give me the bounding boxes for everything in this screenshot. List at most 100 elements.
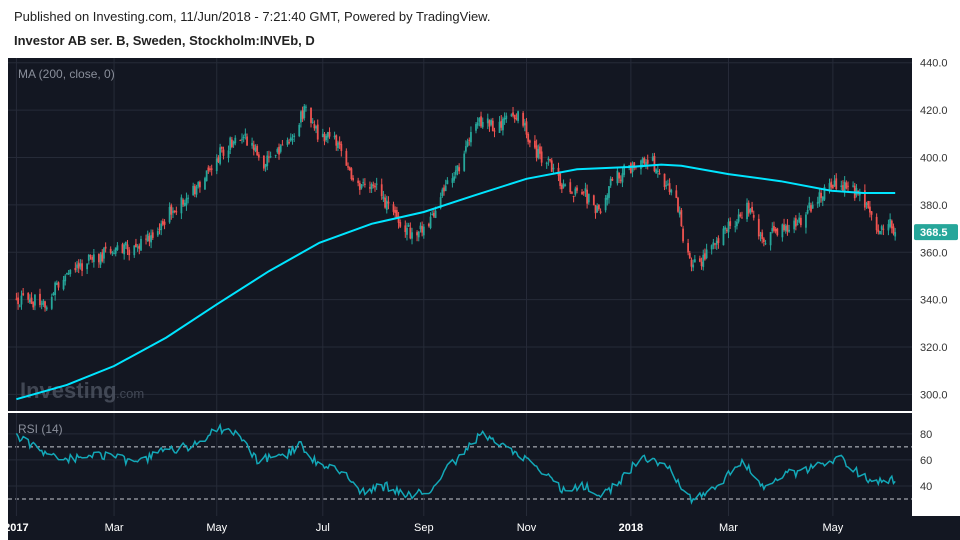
candle-body [395, 210, 398, 218]
candle-body [325, 135, 328, 140]
candle-body [427, 224, 430, 226]
candle-body [528, 140, 531, 143]
time-axis-background [8, 516, 960, 540]
time-axis[interactable]: 2017 Mar May Jul Sep Nov 2018 Mar May [4, 522, 844, 534]
candle-body [658, 172, 661, 175]
candle-body [433, 212, 435, 217]
symbol-title: Investor AB ser. B, Sweden, Stockholm:IN… [14, 33, 315, 48]
candle-body [889, 219, 892, 227]
candle-body [458, 167, 461, 172]
candle-body [298, 124, 301, 137]
candle-body [863, 190, 866, 208]
candle-body [66, 273, 68, 275]
candle-body [310, 107, 312, 123]
candle-body [77, 262, 80, 269]
candle-body [230, 139, 233, 147]
candle-body [357, 180, 360, 183]
last-price-tag: 368.5 [914, 224, 958, 241]
candle-body [27, 293, 30, 300]
candle-body [882, 228, 885, 230]
candle-body [252, 144, 255, 150]
candle-body [407, 224, 410, 227]
candle-body [113, 253, 115, 255]
candle-body [584, 188, 587, 192]
candle-body [821, 196, 824, 201]
candle-body [722, 228, 725, 246]
candle-body [560, 184, 563, 190]
candle-body [411, 232, 413, 239]
candle-body [347, 166, 349, 168]
candle-body [262, 155, 265, 169]
candle-body [20, 295, 23, 305]
candle-body [99, 254, 102, 265]
candle-body [293, 135, 296, 138]
candle-body [185, 198, 188, 206]
candle-body [736, 221, 738, 227]
candle-body [547, 158, 550, 160]
candle-body [416, 232, 418, 236]
candle-body [747, 202, 750, 214]
candle-body [464, 146, 467, 152]
price-tick-label: 420.0 [920, 105, 948, 117]
candle-body [781, 224, 784, 238]
candle-body [417, 231, 420, 238]
candle-body [160, 223, 163, 231]
rsi-axis[interactable]: 40 60 80 [920, 429, 932, 493]
candle-body [523, 123, 526, 126]
candle-body [835, 178, 838, 190]
candle-body [207, 167, 210, 171]
price-axis[interactable]: 300.0 320.0 340.0 360.0 380.0 400.0 420.0 440.0 [920, 58, 948, 402]
candle-body [229, 137, 232, 150]
candle-body [486, 118, 489, 124]
candles [15, 104, 897, 312]
candle-body [653, 155, 656, 172]
candle-body [582, 192, 585, 194]
candle-body [463, 153, 466, 171]
candle-body [288, 142, 291, 144]
candle-body [382, 196, 385, 199]
last-price-tag-box [914, 224, 958, 241]
candle-body [599, 211, 602, 214]
candle-body [692, 264, 695, 268]
candle-body [333, 135, 336, 138]
candle-body [655, 169, 658, 174]
candle-body [91, 256, 94, 260]
candle-body [581, 191, 583, 195]
candle-body [597, 204, 600, 210]
candle-body [441, 189, 444, 197]
candle-body [513, 114, 516, 119]
candle-body [833, 180, 836, 187]
candle-body [705, 249, 708, 259]
last-price-value: 368.5 [920, 227, 948, 239]
candle-body [289, 137, 292, 141]
candle-body [182, 199, 184, 205]
candle-body [138, 245, 141, 249]
candle-body [98, 253, 100, 263]
candle-body [810, 205, 812, 212]
candle-body [103, 248, 105, 259]
candle-body [734, 226, 737, 228]
candle-body [313, 124, 316, 129]
candle-body [665, 185, 668, 187]
candle-body [569, 182, 572, 193]
candle-body [880, 226, 883, 230]
candle-body [429, 216, 432, 229]
rsi-indicator-label: RSI (14) [18, 422, 63, 436]
candle-body [257, 154, 260, 158]
candle-body [892, 226, 895, 234]
candle-body [843, 181, 846, 192]
candle-body [727, 221, 730, 233]
candle-body [392, 204, 395, 212]
candle-body [628, 165, 631, 167]
candle-body [505, 115, 508, 119]
candle-body [796, 224, 799, 226]
candle-body [751, 206, 753, 213]
candle-body [651, 156, 654, 161]
candle-body [749, 209, 752, 213]
candle-body [710, 245, 713, 250]
candle-body [360, 184, 363, 189]
candle-body [786, 224, 789, 232]
candle-body [769, 232, 772, 246]
candle-body [784, 225, 787, 231]
